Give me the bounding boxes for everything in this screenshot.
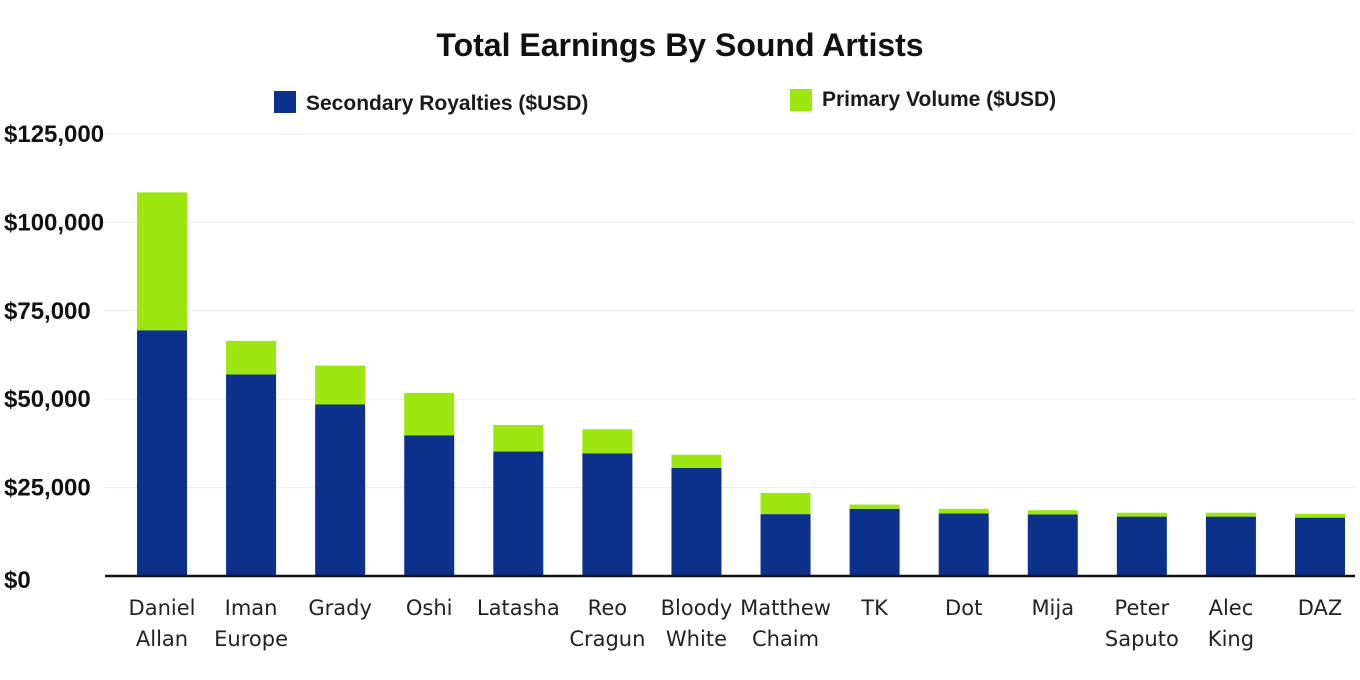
bar-secondary-bloody-white bbox=[671, 467, 722, 576]
x-axis-ticks: Daniel Allan Iman Europe Grady Oshi Latasha Reo… bbox=[129, 596, 1343, 651]
x-tick-label-dot: Dot bbox=[945, 596, 982, 620]
x-tick-line: Europe bbox=[214, 627, 288, 651]
x-tick-label-daz: DAZ bbox=[1298, 596, 1343, 620]
y-tick-label: $125,000 bbox=[4, 121, 104, 148]
x-tick-line: Matthew bbox=[740, 596, 831, 620]
legend-swatch-primary-volume bbox=[790, 89, 812, 111]
bar-secondary-daz bbox=[1295, 517, 1345, 576]
legend-label-primary-volume: Primary Volume ($USD) bbox=[822, 88, 1056, 111]
y-tick-label: $25,000 bbox=[4, 475, 91, 502]
x-tick-line: Mija bbox=[1031, 596, 1074, 620]
x-tick-line: Bloody bbox=[661, 596, 733, 620]
bar-secondary-grady bbox=[315, 404, 366, 576]
bar-primary-dot bbox=[938, 508, 989, 514]
x-tick-label-peter-saputo: Peter Saputo bbox=[1105, 596, 1179, 651]
bar-primary-matthew-chaim bbox=[760, 492, 811, 515]
x-tick-line: White bbox=[666, 627, 727, 651]
x-tick-label-daniel-allan: Daniel Allan bbox=[129, 596, 196, 651]
x-tick-line: Iman bbox=[225, 596, 278, 620]
x-tick-line: Chaim bbox=[752, 627, 819, 651]
x-tick-label-mija: Mija bbox=[1031, 596, 1074, 620]
bar-primary-peter-saputo bbox=[1116, 512, 1167, 517]
bar-primary-iman-europe bbox=[226, 340, 277, 375]
x-tick-line: DAZ bbox=[1298, 596, 1343, 620]
bar-primary-reo-cragun bbox=[582, 429, 633, 454]
x-tick-line: TK bbox=[860, 596, 889, 620]
chart-title: Total Earnings By Sound Artists bbox=[436, 27, 923, 63]
bars bbox=[137, 192, 1345, 576]
bar-primary-latasha bbox=[493, 425, 544, 452]
bar-secondary-dot bbox=[938, 513, 989, 576]
bar-primary-bloody-white bbox=[671, 454, 722, 468]
x-tick-label-latasha: Latasha bbox=[477, 596, 560, 620]
bar-primary-mija bbox=[1027, 510, 1078, 515]
x-tick-label-iman-europe: Iman Europe bbox=[214, 596, 288, 651]
legend-swatch-secondary-royalties bbox=[274, 91, 296, 113]
x-tick-line: Saputo bbox=[1105, 627, 1179, 651]
x-tick-line: Cragun bbox=[569, 627, 645, 651]
x-tick-line: Reo bbox=[588, 596, 627, 620]
x-tick-line: Allan bbox=[136, 627, 188, 651]
x-tick-label-grady: Grady bbox=[308, 596, 372, 620]
bar-primary-alec-king bbox=[1205, 512, 1256, 517]
bar-secondary-reo-cragun bbox=[582, 453, 633, 576]
bar-secondary-iman-europe bbox=[226, 374, 277, 576]
bar-secondary-oshi bbox=[404, 435, 455, 576]
y-tick-label: $75,000 bbox=[4, 298, 91, 325]
x-tick-label-alec-king: Alec King bbox=[1208, 596, 1254, 651]
x-tick-line: Oshi bbox=[406, 596, 453, 620]
bar-primary-daniel-allan bbox=[137, 192, 187, 331]
bar-secondary-alec-king bbox=[1205, 516, 1256, 576]
x-tick-line: King bbox=[1208, 627, 1254, 651]
y-tick-label: $50,000 bbox=[4, 386, 91, 413]
bar-primary-daz bbox=[1295, 513, 1345, 518]
bar-secondary-mija bbox=[1027, 514, 1078, 576]
x-tick-line: Latasha bbox=[477, 596, 560, 620]
bar-secondary-daniel-allan bbox=[137, 330, 187, 576]
y-tick-label: $0 bbox=[4, 567, 31, 594]
bar-secondary-latasha bbox=[493, 451, 544, 576]
bar-secondary-peter-saputo bbox=[1116, 516, 1167, 576]
x-tick-label-matthew-chaim: Matthew Chaim bbox=[740, 596, 831, 651]
bar-secondary-matthew-chaim bbox=[760, 514, 811, 576]
x-tick-line: Daniel bbox=[129, 596, 196, 620]
legend-label-secondary-royalties: Secondary Royalties ($USD) bbox=[306, 92, 588, 115]
x-tick-line: Peter bbox=[1115, 596, 1170, 620]
y-tick-label: $100,000 bbox=[4, 209, 104, 236]
bar-primary-oshi bbox=[404, 392, 455, 436]
legend: Secondary Royalties ($USD) Primary Volum… bbox=[274, 88, 1056, 115]
x-tick-label-tk: TK bbox=[860, 596, 889, 620]
bar-secondary-tk bbox=[849, 508, 900, 576]
x-tick-label-bloody-white: Bloody White bbox=[661, 596, 733, 651]
y-axis-ticks: $0 $25,000 $50,000 $75,000 $100,000 $125,000 bbox=[4, 121, 104, 594]
bar-primary-grady bbox=[315, 365, 366, 405]
x-tick-line: Grady bbox=[308, 596, 372, 620]
x-tick-label-reo-cragun: Reo Cragun bbox=[569, 596, 645, 651]
gridlines bbox=[105, 133, 1355, 489]
bar-primary-tk bbox=[849, 504, 900, 509]
x-tick-line: Alec bbox=[1209, 596, 1254, 620]
x-tick-label-oshi: Oshi bbox=[406, 596, 453, 620]
x-tick-line: Dot bbox=[945, 596, 982, 620]
